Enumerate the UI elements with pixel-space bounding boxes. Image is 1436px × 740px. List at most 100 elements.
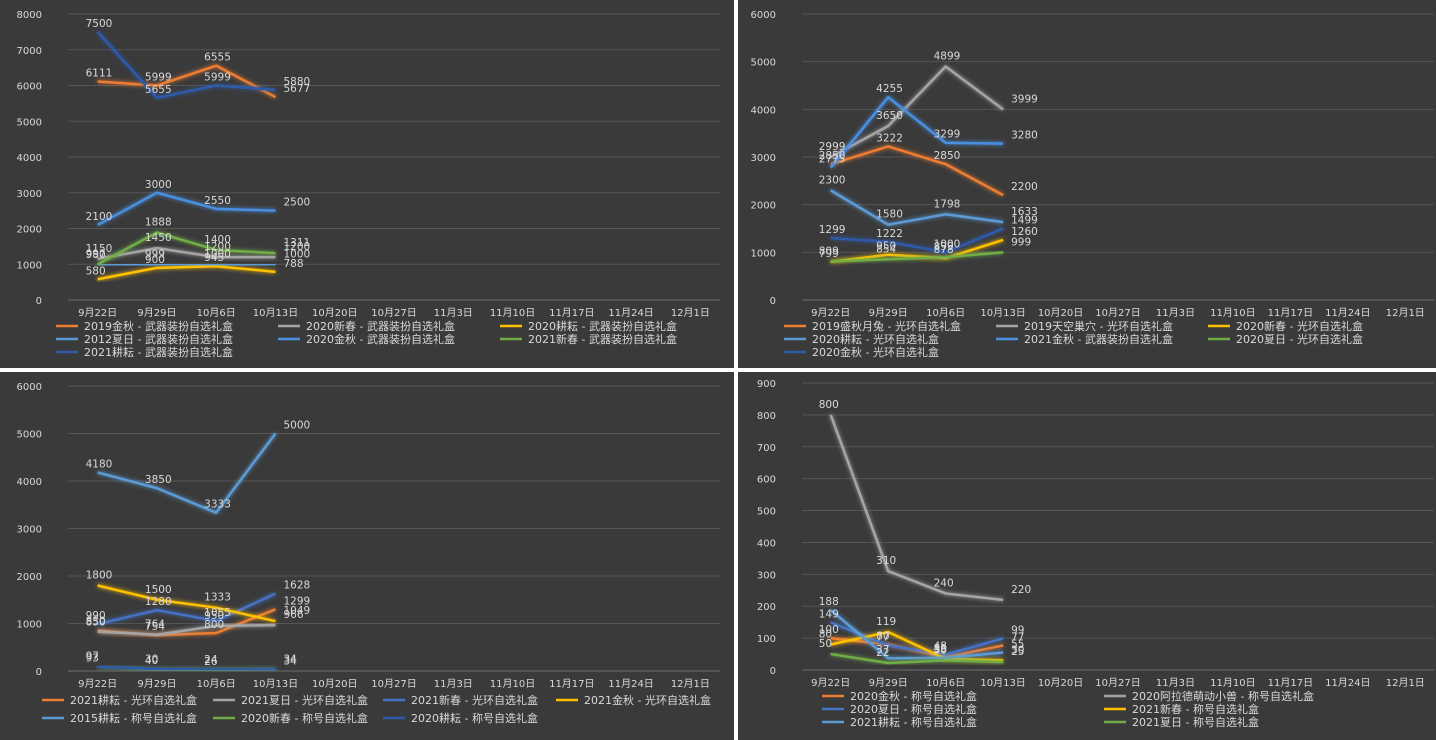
data-label: 2500 bbox=[283, 197, 310, 209]
y-tick-label: 1000 bbox=[751, 248, 776, 259]
data-label: 2300 bbox=[819, 174, 846, 186]
data-label: 1299 bbox=[283, 595, 310, 607]
data-label: 240 bbox=[934, 577, 954, 589]
chart-bottom-left: 0 1000 2000 3000 4000 5000 6000 9月22日 9月29日 10月6日… bbox=[0, 372, 734, 740]
chart-top-right: 0 1000 2000 3000 4000 5000 6000 9月22日 9月29日 10月6日… bbox=[738, 0, 1436, 368]
series-line bbox=[830, 189, 1004, 226]
y-tick-label: 500 bbox=[757, 507, 776, 518]
data-label: 34 bbox=[283, 655, 297, 667]
x-tick-label: 9月22日 bbox=[811, 307, 850, 319]
data-label: 1049 bbox=[283, 605, 310, 617]
data-label: 980 bbox=[86, 249, 106, 261]
x-tick-label: 10月27日 bbox=[371, 307, 416, 319]
y-tick-label: 1000 bbox=[17, 260, 42, 271]
data-label: 97 bbox=[86, 650, 99, 662]
data-label: 6111 bbox=[86, 68, 113, 80]
data-label: 2850 bbox=[934, 150, 961, 162]
data-label: 950 bbox=[876, 241, 896, 253]
series-line bbox=[97, 191, 276, 227]
data-label: 48 bbox=[934, 641, 947, 653]
data-label: 900 bbox=[145, 254, 165, 266]
data-label: 22 bbox=[876, 647, 889, 659]
y-tick-label: 3000 bbox=[751, 153, 776, 164]
data-label: 764 bbox=[145, 619, 165, 631]
y-tick-label: 3000 bbox=[17, 189, 42, 200]
x-tick-label: 9月29日 bbox=[869, 677, 908, 689]
data-label: 1200 bbox=[204, 241, 231, 253]
data-label: 809 bbox=[819, 245, 839, 257]
data-label: 1633 bbox=[1011, 206, 1038, 218]
chart-svg: 0 1000 2000 3000 4000 5000 6000 9月22日 9月29日 10月6日… bbox=[751, 10, 1434, 359]
data-label: 80 bbox=[876, 630, 889, 642]
data-label: 1000 bbox=[283, 248, 310, 260]
y-tick-label: 200 bbox=[757, 602, 776, 613]
data-label: 1580 bbox=[876, 209, 903, 221]
data-label: 30 bbox=[934, 644, 947, 656]
x-tick-label: 10月13日 bbox=[253, 678, 298, 690]
data-label: 1200 bbox=[283, 241, 310, 253]
data-label: 788 bbox=[283, 258, 303, 270]
series-line bbox=[97, 623, 276, 636]
data-label: 1000 bbox=[204, 248, 231, 260]
y-tick-label: 5000 bbox=[17, 430, 42, 441]
chart-svg: 0 100 200 300 400 500 600 700 800 900 9月22日 9月29日 10… bbox=[757, 379, 1434, 729]
x-tick-label: 11月3日 bbox=[1156, 307, 1195, 319]
y-tick-label: 0 bbox=[36, 296, 42, 307]
data-label: 997 bbox=[86, 248, 106, 260]
y-tick-label: 600 bbox=[757, 475, 776, 486]
data-label: 999 bbox=[1011, 236, 1031, 248]
x-tick-label: 10月20日 bbox=[1038, 677, 1083, 689]
data-label: 99 bbox=[1011, 624, 1024, 636]
x-tick-label: 10月6日 bbox=[926, 307, 965, 319]
x-tick-label: 11月10日 bbox=[1210, 307, 1255, 319]
series-line bbox=[830, 145, 1004, 197]
x-tick-label: 11月10日 bbox=[490, 307, 535, 319]
x-tick-label: 11月3日 bbox=[1156, 677, 1195, 689]
series-line bbox=[830, 65, 1004, 159]
x-tick-label: 9月29日 bbox=[869, 307, 908, 319]
data-label: 38 bbox=[934, 644, 947, 656]
data-label: 854 bbox=[876, 243, 896, 255]
y-tick-label: 2000 bbox=[17, 572, 42, 583]
x-tick-label: 11月24日 bbox=[1325, 677, 1370, 689]
data-label: 37 bbox=[876, 644, 889, 656]
data-label: 850 bbox=[86, 617, 106, 629]
legend-label: 2015耕耘 - 称号自选礼盒 bbox=[70, 711, 197, 725]
data-label: 220 bbox=[1011, 584, 1031, 596]
x-tick-label: 10月27日 bbox=[371, 678, 416, 690]
y-tick-label: 700 bbox=[757, 443, 776, 454]
data-label: 3999 bbox=[1011, 93, 1038, 105]
legend-label: 2020新春 - 光环自选礼盒 bbox=[1236, 319, 1363, 333]
data-label: 77 bbox=[1011, 631, 1024, 643]
data-label: 2775 bbox=[819, 154, 846, 166]
y-tick-label: 6000 bbox=[17, 382, 42, 393]
data-label: 878 bbox=[934, 244, 954, 256]
x-tick-label: 11月24日 bbox=[1325, 307, 1370, 319]
x-tick-label: 11月3日 bbox=[434, 307, 473, 319]
series-line bbox=[97, 584, 276, 623]
data-label: 5000 bbox=[283, 420, 310, 432]
data-label: 2550 bbox=[204, 195, 231, 207]
legend-label: 2020阿拉德萌动小兽 - 称号自选礼盒 bbox=[1132, 689, 1314, 703]
data-label: 3850 bbox=[145, 474, 172, 486]
y-tick-label: 8000 bbox=[17, 10, 42, 21]
data-label: 1800 bbox=[86, 570, 113, 582]
data-label: 26 bbox=[204, 656, 218, 668]
legend-label: 2020金秋 - 武器装扮自选礼盒 bbox=[306, 332, 455, 346]
data-label: 1499 bbox=[1011, 215, 1038, 227]
data-label: 1311 bbox=[283, 237, 310, 249]
data-label: 30 bbox=[145, 654, 158, 666]
data-label: 40 bbox=[934, 643, 947, 655]
data-label: 4899 bbox=[934, 50, 961, 62]
x-tick-label: 10月27日 bbox=[1095, 307, 1140, 319]
x-tick-label: 10月6日 bbox=[926, 677, 965, 689]
y-tick-label: 2000 bbox=[17, 225, 42, 236]
legend-label: 2020新春 - 武器装扮自选礼盒 bbox=[306, 319, 455, 333]
data-label: 945 bbox=[204, 252, 224, 264]
data-label: 1400 bbox=[204, 234, 231, 246]
data-label: 754 bbox=[145, 621, 165, 633]
series-line bbox=[830, 227, 1004, 254]
y-tick-label: 0 bbox=[770, 296, 776, 307]
data-label: 2999 bbox=[819, 141, 846, 153]
legend-label: 2021耕耘 - 称号自选礼盒 bbox=[850, 715, 977, 729]
